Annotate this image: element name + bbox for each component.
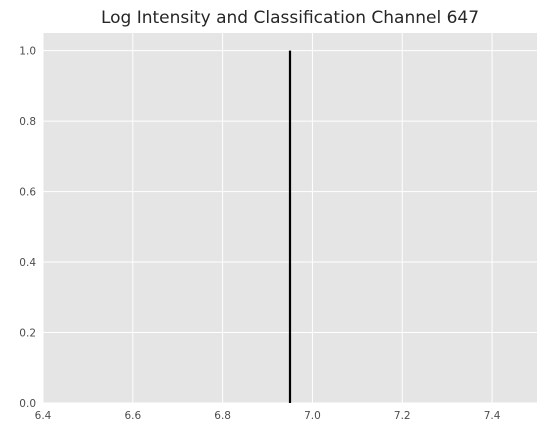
y-tick-label: 0.4 [19, 257, 36, 269]
x-axis-ticks: 6.4 6.6 6.8 7.0 7.2 7.4 [35, 410, 501, 422]
x-tick-label: 7.2 [394, 410, 411, 422]
x-tick-label: 6.6 [124, 410, 141, 422]
y-tick-label: 0.2 [19, 327, 36, 339]
y-axis-ticks: 0.0 0.2 0.4 0.6 0.8 1.0 [19, 45, 36, 409]
y-tick-label: 0.0 [19, 398, 36, 410]
x-tick-label: 6.4 [35, 410, 52, 422]
y-tick-label: 1.0 [19, 45, 36, 57]
x-tick-label: 7.4 [484, 410, 501, 422]
x-tick-label: 6.8 [214, 410, 231, 422]
y-tick-label: 0.6 [19, 186, 36, 198]
x-tick-label: 7.0 [304, 410, 321, 422]
y-tick-label: 0.8 [19, 116, 36, 128]
chart-title: Log Intensity and Classification Channel… [101, 8, 479, 28]
